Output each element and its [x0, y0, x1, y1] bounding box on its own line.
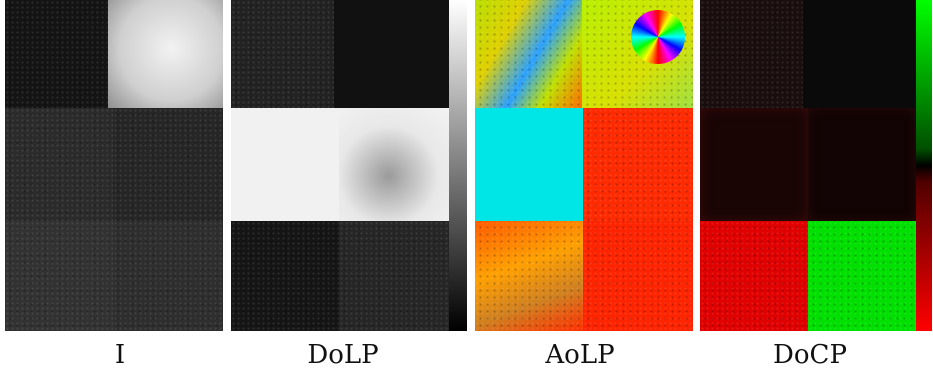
tile-aolp-mid-left — [475, 108, 583, 221]
tile-dolp-mid-left — [231, 108, 339, 221]
tile-aolp-mid-right — [583, 108, 693, 221]
tile-i-mid-right — [113, 108, 223, 221]
caption-docp: DoCP — [773, 340, 847, 370]
caption-dolp: DoLP — [307, 340, 379, 370]
tile-i-bottom-right — [113, 221, 223, 331]
dolp-grayscale-colorbar — [449, 0, 467, 331]
tile-aolp-top-left — [475, 0, 582, 108]
tile-docp-bottom-right — [808, 221, 916, 331]
panel-docp — [700, 0, 916, 331]
tile-aolp-bottom-right — [583, 221, 693, 331]
tile-aolp-bottom-left — [475, 221, 583, 331]
tile-i-bottom-left — [5, 221, 113, 331]
color-wheel-icon — [631, 10, 685, 64]
tile-i-top-left — [5, 0, 108, 108]
tile-dolp-bottom-left — [231, 221, 339, 331]
tile-docp-top-right — [803, 0, 916, 108]
docp-colorbar — [916, 0, 932, 331]
tile-dolp-top-right — [334, 0, 449, 108]
tile-dolp-mid-right — [339, 108, 449, 221]
panel-intensity — [5, 0, 223, 331]
caption-i: I — [114, 340, 126, 370]
tile-i-top-right — [108, 0, 223, 108]
tile-docp-bottom-left — [700, 221, 808, 331]
tile-dolp-top-left — [231, 0, 334, 108]
caption-aolp: AoLP — [545, 340, 615, 370]
tile-docp-mid-right — [808, 108, 916, 221]
tile-i-mid-left — [5, 108, 113, 221]
panel-dolp — [231, 0, 449, 331]
panel-aolp — [475, 0, 693, 331]
tile-docp-mid-left — [700, 108, 808, 221]
tile-docp-top-left — [700, 0, 803, 108]
tile-dolp-bottom-right — [339, 221, 449, 331]
